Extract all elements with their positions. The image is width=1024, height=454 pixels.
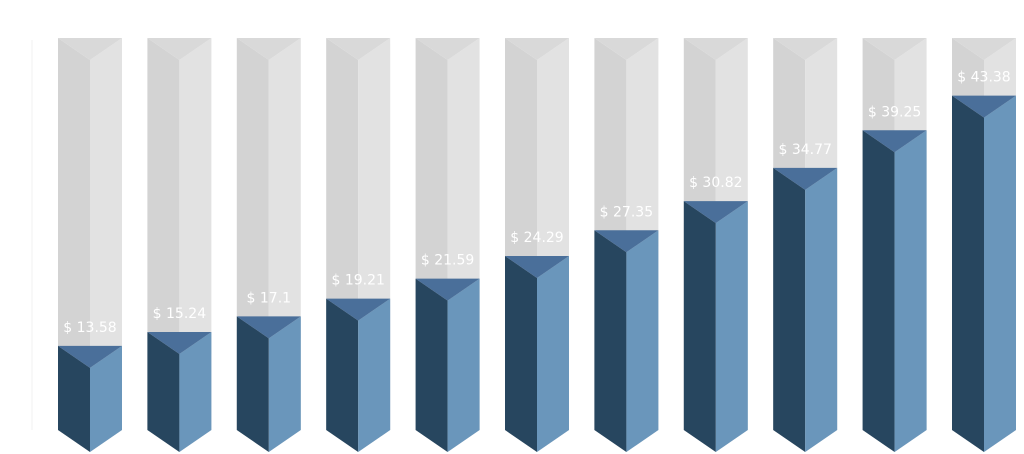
bar-top <box>952 95 1016 118</box>
bar <box>58 345 90 452</box>
bar-top <box>773 167 838 190</box>
value-label: $ 30.82 <box>689 175 742 191</box>
bar <box>90 345 122 452</box>
bar-back-top <box>326 38 391 60</box>
bar-back-top <box>862 38 927 60</box>
bar <box>447 278 480 452</box>
value-label: $ 27.35 <box>600 204 653 220</box>
value-label: $ 39.25 <box>868 104 921 120</box>
bar <box>894 130 927 453</box>
value-label: $ 34.77 <box>778 142 831 158</box>
bar <box>805 167 838 452</box>
bar <box>626 230 659 452</box>
bar-top <box>147 331 212 354</box>
bar <box>594 230 627 452</box>
bar <box>358 298 391 452</box>
bar <box>505 255 537 452</box>
value-label: $ 15.24 <box>153 306 207 322</box>
value-label: $ 17.1 <box>247 290 292 306</box>
bar <box>683 201 716 452</box>
value-label: $ 13.58 <box>63 320 116 336</box>
bar-top <box>683 201 748 224</box>
bar-back-top <box>952 38 1016 60</box>
bar-top <box>326 298 391 321</box>
value-label: $ 19.21 <box>331 273 384 289</box>
bar-top <box>505 255 569 278</box>
bar <box>179 331 212 452</box>
value-label: $ 24.29 <box>510 230 563 246</box>
bar-back-top <box>505 38 569 60</box>
bar-back-top <box>683 38 748 60</box>
bar-top <box>594 230 659 253</box>
bar <box>415 278 448 452</box>
bar <box>952 95 984 452</box>
bar-back-top <box>773 38 838 60</box>
bar-top <box>58 345 122 368</box>
bar-top <box>236 316 301 339</box>
bar-top <box>415 278 480 301</box>
bar <box>326 298 359 452</box>
value-label: $ 43.38 <box>957 70 1010 86</box>
bar-back-top <box>147 38 212 60</box>
bar <box>715 201 748 452</box>
value-label: $ 21.59 <box>421 253 474 269</box>
bar-back-top <box>236 38 301 60</box>
bar <box>147 331 180 452</box>
bar <box>984 95 1016 452</box>
bar-back-top <box>58 38 122 60</box>
bar-back-top <box>594 38 659 60</box>
bar <box>268 316 301 452</box>
bar <box>773 167 806 452</box>
bar <box>236 316 269 452</box>
bar <box>537 255 569 452</box>
bar-top <box>862 130 927 153</box>
bar-back-top <box>415 38 480 60</box>
bar <box>862 130 895 453</box>
